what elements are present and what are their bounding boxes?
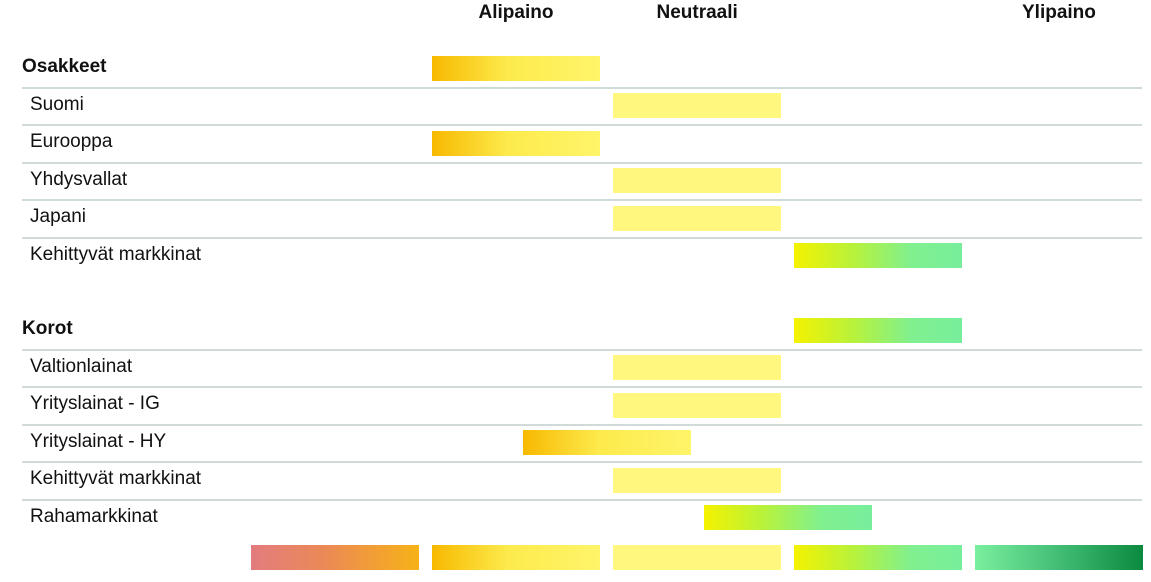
row-bar	[522, 430, 691, 455]
group-label: Osakkeet	[22, 56, 107, 77]
row-bar	[613, 93, 781, 118]
group-bar	[794, 317, 962, 343]
row-label: Yrityslainat - HY	[30, 430, 167, 452]
scale-swatch	[251, 545, 419, 570]
scale-swatch	[613, 545, 781, 570]
row-label: Kehittyvät markkinat	[30, 243, 202, 265]
row-bar	[613, 168, 781, 193]
row-label: Kehittyvät markkinat	[30, 468, 202, 489]
column-header: Alipaino	[478, 2, 554, 23]
row-bar	[432, 130, 600, 156]
row-separator	[22, 124, 1142, 126]
row-label: Eurooppa	[30, 131, 113, 152]
row-label: Suomi	[30, 93, 84, 115]
scale-swatch	[432, 545, 600, 570]
row-separator	[22, 423, 1142, 426]
row-bar	[613, 205, 781, 231]
row-separator	[22, 236, 1142, 239]
row-label: Japani	[30, 206, 86, 227]
row-separator	[22, 461, 1142, 463]
scale-swatch	[794, 545, 962, 570]
row-label: Yrityslainat - IG	[30, 393, 160, 414]
row-label: Yhdysvallat	[30, 168, 128, 190]
row-bar	[613, 392, 781, 418]
row-bar	[613, 355, 781, 380]
row-separator	[22, 386, 1142, 388]
group-bar	[432, 55, 600, 81]
row-separator	[22, 199, 1142, 201]
row-separator	[22, 161, 1142, 164]
row-separator	[22, 86, 1142, 89]
group-label: Korot	[22, 318, 73, 339]
row-bar	[703, 505, 872, 530]
row-bar	[613, 467, 781, 493]
scale-swatch	[975, 545, 1143, 570]
column-header: Neutraali	[656, 2, 738, 23]
row-label: Valtionlainat	[30, 355, 133, 377]
column-header: Ylipaino	[1022, 2, 1096, 23]
row-separator	[22, 348, 1142, 351]
row-label: Rahamarkkinat	[30, 505, 158, 527]
row-separator	[22, 498, 1142, 501]
row-bar	[794, 243, 962, 268]
